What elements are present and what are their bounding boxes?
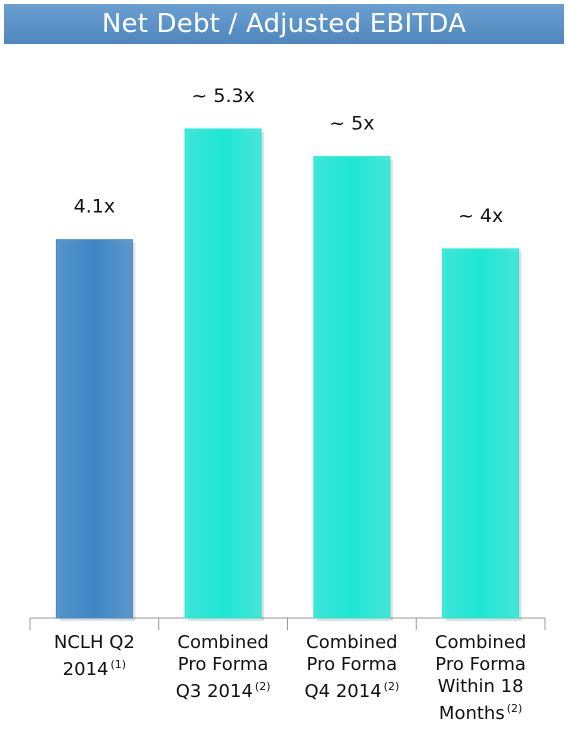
category-label-line: Combined [177, 632, 269, 653]
bar [184, 128, 262, 619]
category-label-line: NCLH Q2 [53, 632, 135, 653]
chart-title: Net Debt / Adjusted EBITDA [101, 9, 467, 39]
data-label: ~ 4x [458, 205, 503, 227]
data-label: ~ 5.3x [191, 85, 254, 107]
category-label: Combined Pro Forma Q3 2014 (2) [159, 632, 287, 703]
data-label: 4.1x [74, 196, 115, 218]
category-label: NCLH Q2 2014 (1) [30, 632, 158, 681]
footnote-marker: (2) [254, 680, 271, 693]
category-label-line: Q3 2014 (2) [175, 680, 271, 702]
category-label-line: Q4 2014 (2) [304, 680, 400, 702]
category-label-line: Combined [434, 632, 527, 653]
category-label-line: Pro Forma [177, 654, 269, 675]
category-label-line: Within 18 [437, 676, 524, 697]
data-label: ~ 5x [329, 113, 374, 135]
category-label-line: Months (2) [438, 702, 523, 724]
category-label-line: Combined [306, 632, 398, 653]
category-label-line: Pro Forma [306, 654, 398, 675]
category-label-line: 2014 (1) [62, 658, 127, 680]
category-label: Combined Pro Forma Q4 2014 (2) [288, 632, 416, 703]
footnote-marker: (2) [383, 680, 400, 693]
category-label: Combined Pro Forma Within 18 Months (2) [417, 632, 545, 725]
chart-title-bar: Net Debt / Adjusted EBITDA [4, 4, 564, 44]
footnote-marker: (1) [110, 658, 127, 671]
bar [55, 239, 133, 619]
bar [313, 156, 391, 619]
bar [442, 248, 520, 619]
category-label-line: Pro Forma [435, 654, 526, 675]
footnote-marker: (2) [506, 702, 523, 715]
